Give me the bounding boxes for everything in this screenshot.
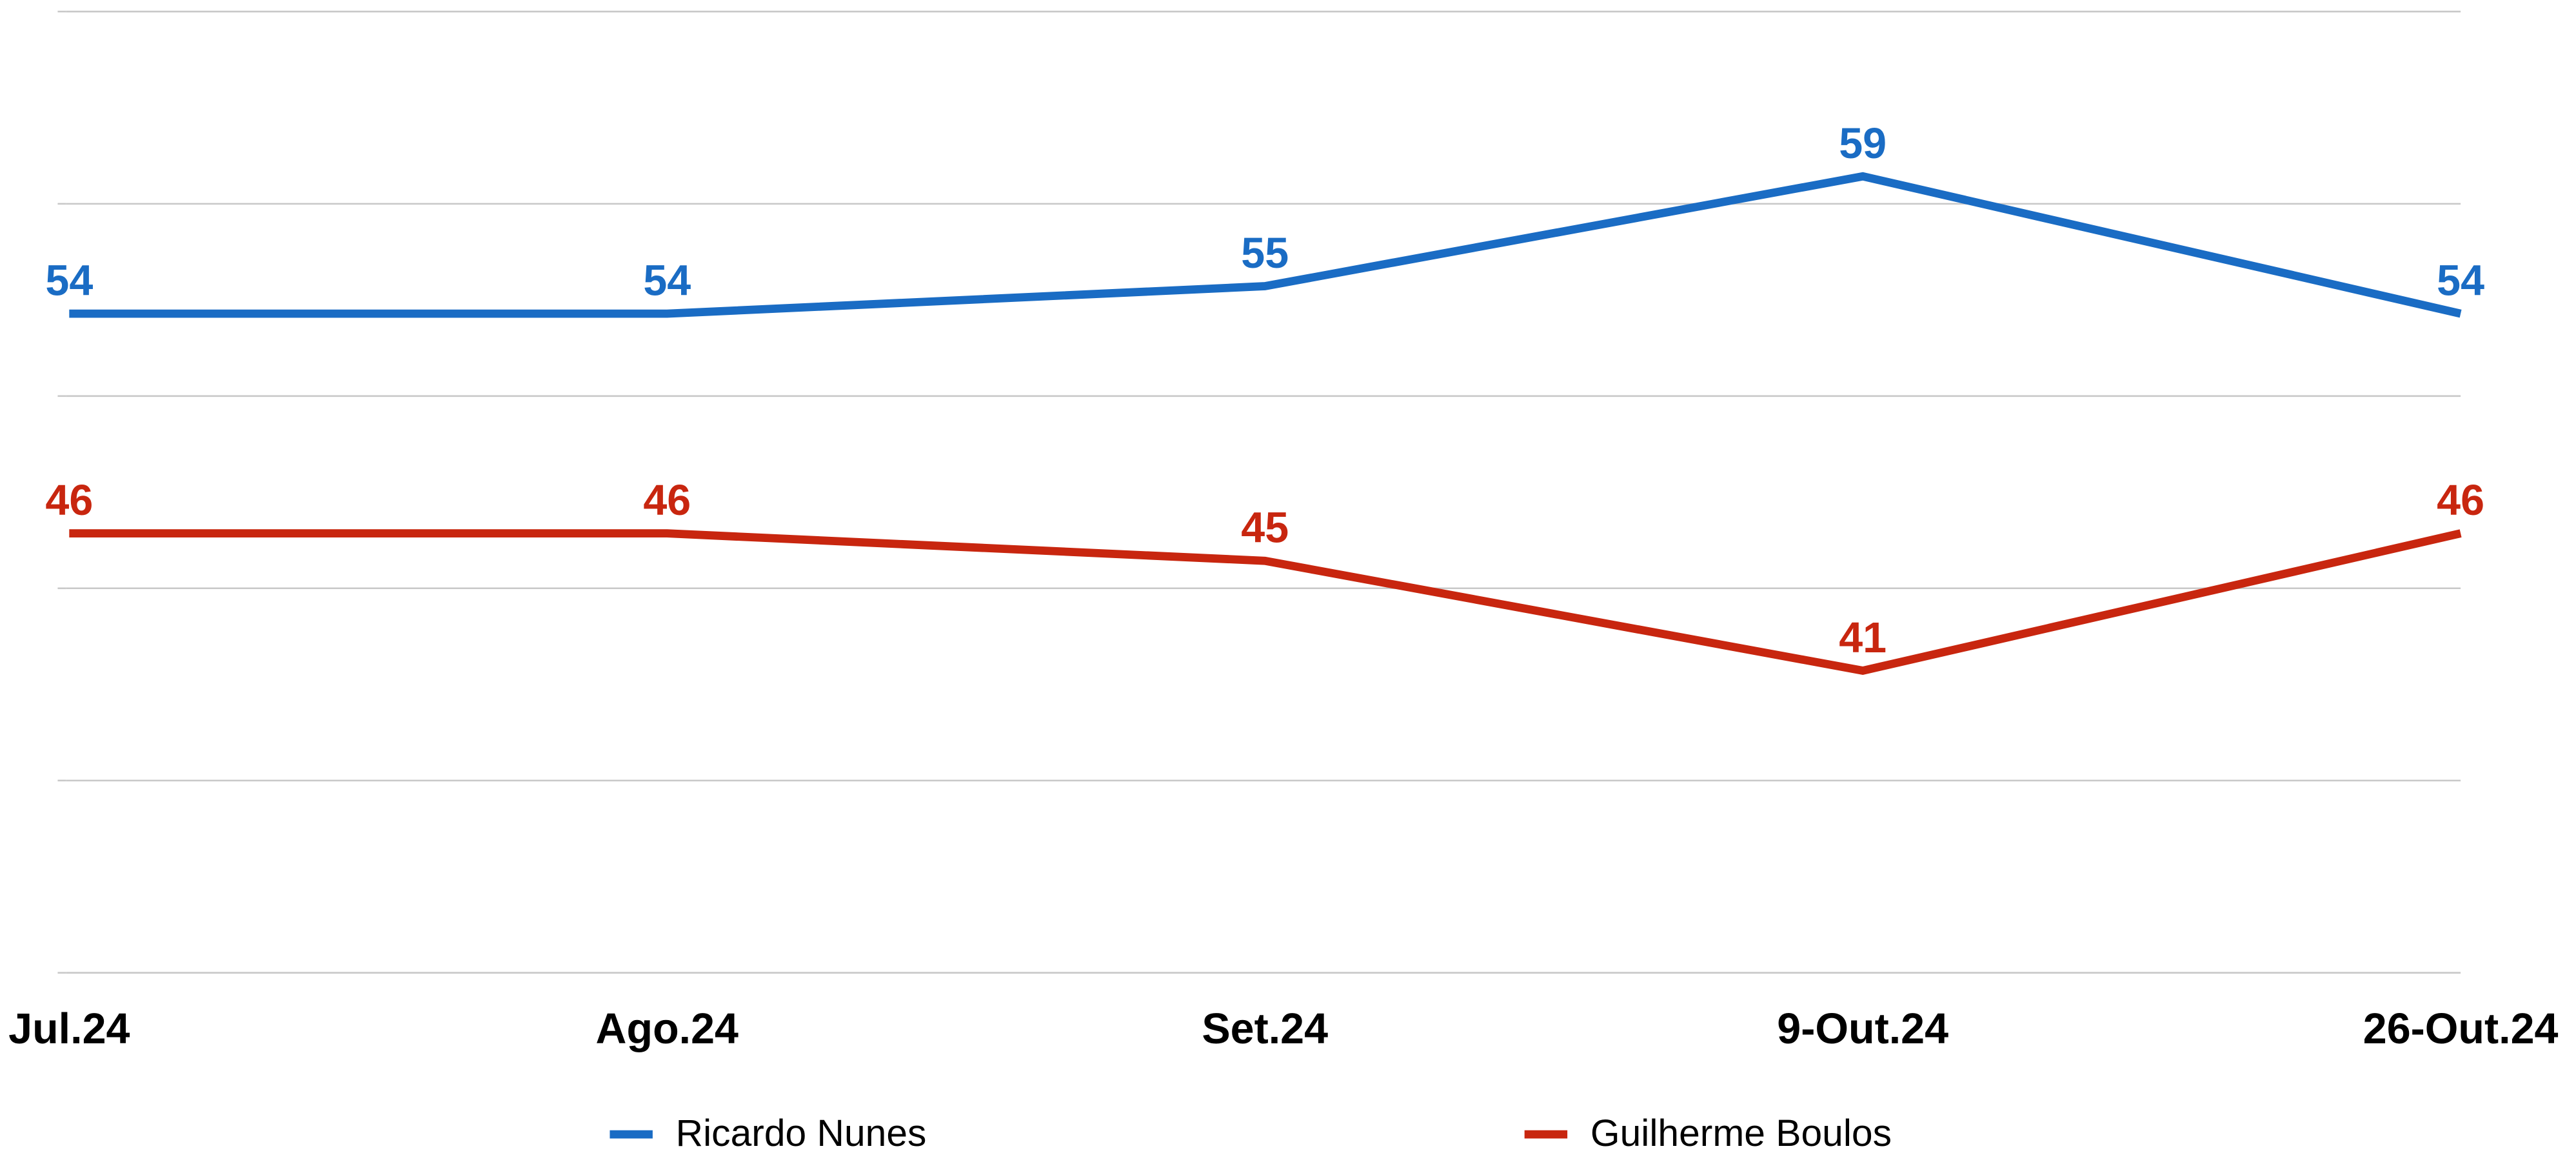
x-tick-label: 26-Out.24 [2363,1005,2559,1053]
legend-label: Guilherme Boulos [1590,1112,1892,1153]
x-tick-label: 9-Out.24 [1777,1005,1948,1053]
data-label: 46 [643,477,691,525]
legend-label: Ricardo Nunes [676,1112,927,1153]
x-tick-label: Ago.24 [596,1005,739,1053]
data-label: 54 [643,257,691,305]
data-label: 59 [1839,120,1887,168]
data-label: 41 [1839,614,1887,662]
data-label: 46 [45,477,93,525]
series-line [69,529,2462,675]
data-label: 46 [2437,477,2484,525]
data-label: 55 [1241,230,1289,277]
data-label: 54 [45,257,93,305]
data-label: 45 [1241,505,1289,552]
series-line [69,172,2462,318]
x-tick-label: Set.24 [1202,1005,1328,1053]
data-label: 54 [2437,257,2484,305]
x-tick-label: Jul.24 [8,1005,130,1053]
